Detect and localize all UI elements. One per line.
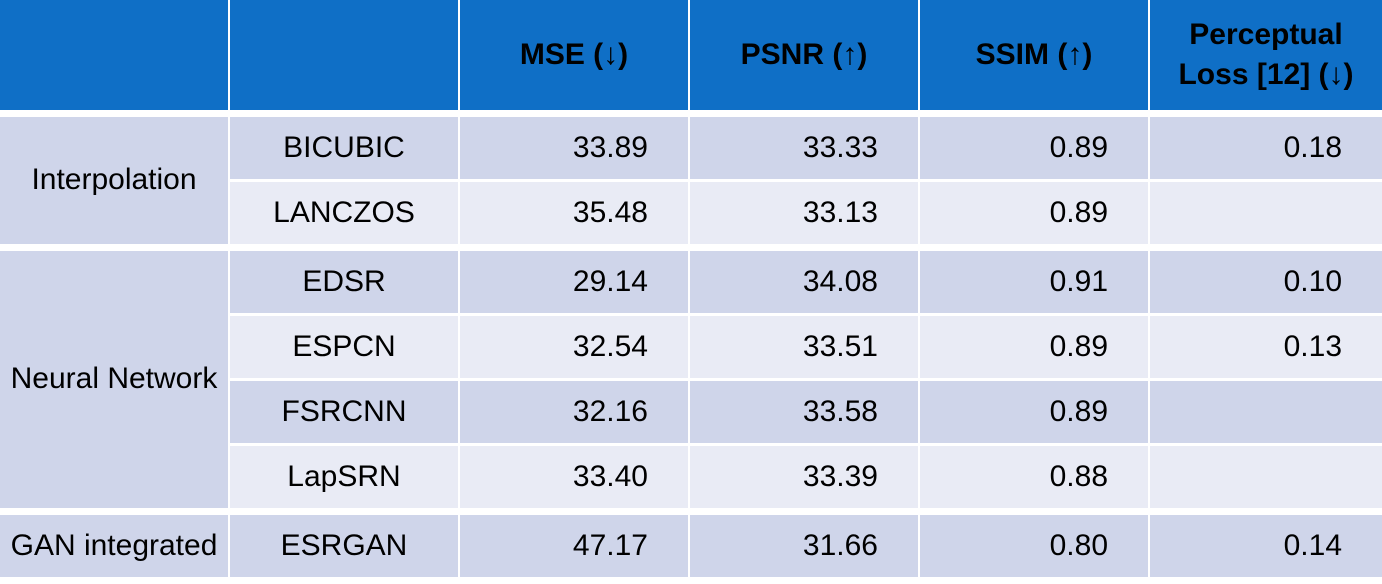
value-cell: 33.39 xyxy=(690,446,918,508)
value-cell: 33.89 xyxy=(460,117,688,179)
cell-text: 32.54 xyxy=(572,329,648,363)
header-cell xyxy=(0,0,228,110)
value-cell xyxy=(1150,446,1382,508)
cell-text: BICUBIC xyxy=(283,130,405,164)
value-cell: 0.18 xyxy=(1150,117,1382,179)
value-cell: 35.48 xyxy=(460,182,688,244)
cell-text: 33.51 xyxy=(802,329,878,363)
method-cell: ESRGAN xyxy=(230,515,458,577)
cell-text: 0.89 xyxy=(1049,394,1108,428)
cell-text: 0.91 xyxy=(1049,264,1108,298)
cell-text: 33.33 xyxy=(802,130,878,164)
header-cell xyxy=(230,0,458,110)
cell-text: 33.40 xyxy=(572,459,648,493)
group-cell: Interpolation xyxy=(0,117,228,244)
value-cell: 0.91 xyxy=(920,251,1148,313)
header-cell: SSIM (↑) xyxy=(920,0,1148,110)
value-cell: 0.13 xyxy=(1150,316,1382,378)
value-cell: 0.80 xyxy=(920,515,1148,577)
cell-text: 31.66 xyxy=(802,528,878,562)
method-cell: BICUBIC xyxy=(230,117,458,179)
cell-text: Neural Network xyxy=(10,362,218,396)
cell-text: LANCZOS xyxy=(273,195,415,229)
value-cell: 0.89 xyxy=(920,316,1148,378)
value-cell: 33.58 xyxy=(690,381,918,443)
value-cell: 33.13 xyxy=(690,182,918,244)
cell-text: 47.17 xyxy=(572,528,648,562)
method-cell: LANCZOS xyxy=(230,182,458,244)
cell-text: FSRCNN xyxy=(281,394,407,428)
cell-text: 32.16 xyxy=(572,394,648,428)
cell-text: Interpolation xyxy=(31,163,197,197)
cell-text: 0.88 xyxy=(1049,459,1108,493)
value-cell: 0.89 xyxy=(920,182,1148,244)
cell-text: 33.89 xyxy=(572,130,648,164)
cell-text: 33.58 xyxy=(802,394,878,428)
cell-text: ESRGAN xyxy=(280,528,408,562)
value-cell: 31.66 xyxy=(690,515,918,577)
cell-text: 0.89 xyxy=(1049,130,1108,164)
group-cell: Neural Network xyxy=(0,251,228,508)
value-cell: 33.33 xyxy=(690,117,918,179)
value-cell: 0.10 xyxy=(1150,251,1382,313)
cell-text: Perceptual Loss [12] (↓) xyxy=(1178,17,1354,92)
value-cell: 29.14 xyxy=(460,251,688,313)
value-cell: 33.40 xyxy=(460,446,688,508)
group-cell: GAN integrated xyxy=(0,515,228,577)
method-cell: ESPCN xyxy=(230,316,458,378)
cell-text: 0.18 xyxy=(1283,130,1342,164)
header-cell: Perceptual Loss [12] (↓) xyxy=(1150,0,1382,110)
cell-text: LapSRN xyxy=(287,459,401,493)
value-cell: 47.17 xyxy=(460,515,688,577)
value-cell: 0.14 xyxy=(1150,515,1382,577)
cell-text: MSE (↓) xyxy=(519,37,629,71)
cell-text: ESPCN xyxy=(292,329,396,363)
method-cell: EDSR xyxy=(230,251,458,313)
cell-text: 0.14 xyxy=(1283,528,1342,562)
value-cell: 32.54 xyxy=(460,316,688,378)
value-cell: 0.88 xyxy=(920,446,1148,508)
method-cell: LapSRN xyxy=(230,446,458,508)
value-cell: 34.08 xyxy=(690,251,918,313)
cell-text: SSIM (↑) xyxy=(975,37,1093,71)
cell-text: 34.08 xyxy=(802,264,878,298)
cell-text: PSNR (↑) xyxy=(740,37,868,71)
value-cell xyxy=(1150,182,1382,244)
value-cell: 32.16 xyxy=(460,381,688,443)
cell-text: 33.39 xyxy=(802,459,878,493)
cell-text: GAN integrated xyxy=(10,528,218,562)
value-cell: 0.89 xyxy=(920,117,1148,179)
cell-text: 0.89 xyxy=(1049,195,1108,229)
cell-text: 0.13 xyxy=(1283,329,1342,363)
value-cell xyxy=(1150,381,1382,443)
header-cell: MSE (↓) xyxy=(460,0,688,110)
cell-text: 0.10 xyxy=(1283,264,1342,298)
cell-text: EDSR xyxy=(302,264,386,298)
value-cell: 33.51 xyxy=(690,316,918,378)
cell-text: 0.80 xyxy=(1049,528,1108,562)
header-cell: PSNR (↑) xyxy=(690,0,918,110)
cell-text: 35.48 xyxy=(572,195,648,229)
cell-text: 29.14 xyxy=(572,264,648,298)
method-cell: FSRCNN xyxy=(230,381,458,443)
cell-text: 33.13 xyxy=(802,195,878,229)
value-cell: 0.89 xyxy=(920,381,1148,443)
cell-text: 0.89 xyxy=(1049,329,1108,363)
